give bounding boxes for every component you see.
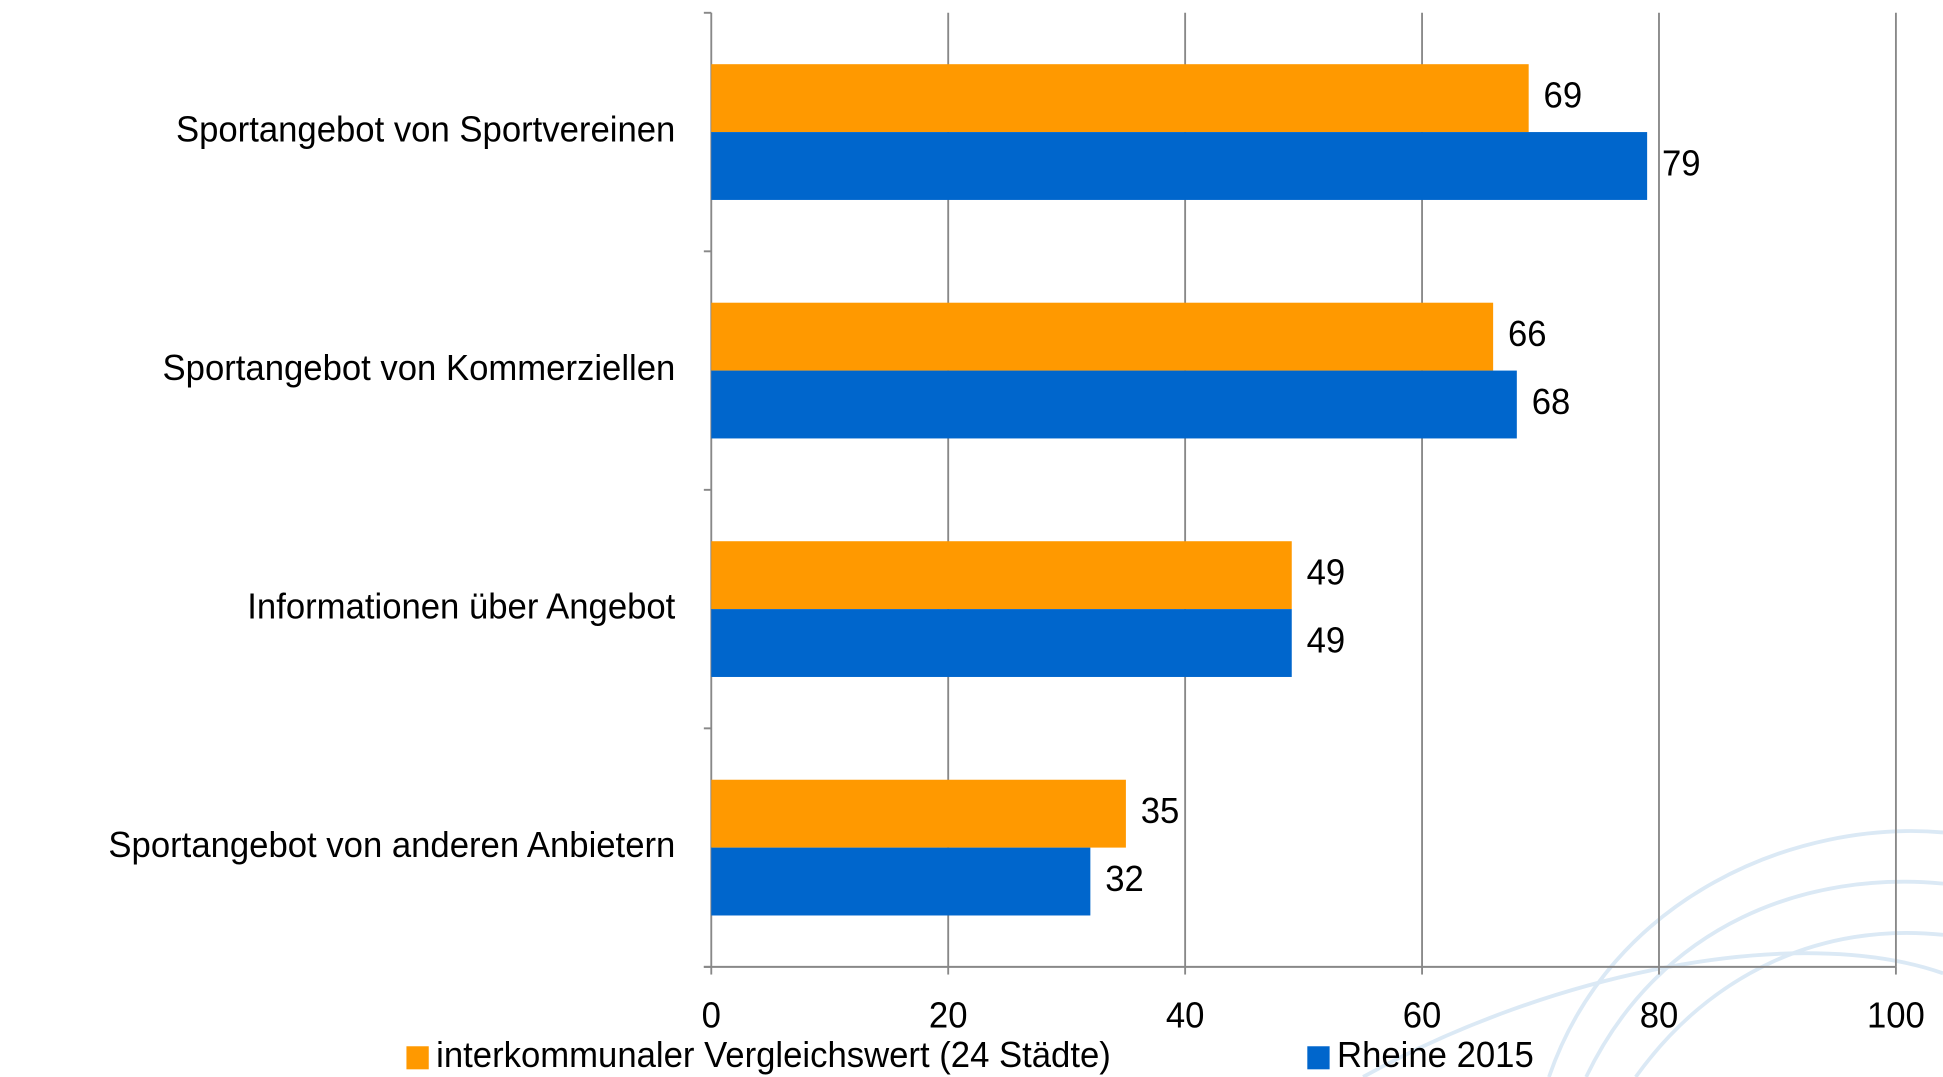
value-label: 66 bbox=[1508, 315, 1547, 355]
bar bbox=[711, 779, 1126, 848]
x-tick-label: 100 bbox=[1867, 996, 1925, 1036]
value-label: 35 bbox=[1141, 792, 1180, 832]
x-tick-label: 60 bbox=[1403, 996, 1442, 1036]
legend-label: interkommunaler Vergleichswert (24 Städt… bbox=[436, 1036, 1111, 1076]
category-label: Sportangebot von Kommerziellen bbox=[163, 349, 676, 389]
bar bbox=[711, 132, 1648, 200]
legend-swatch bbox=[406, 1046, 429, 1070]
value-label: 49 bbox=[1307, 621, 1346, 661]
x-tick-label: 0 bbox=[702, 996, 721, 1036]
bar bbox=[711, 609, 1292, 677]
bar bbox=[711, 370, 1517, 439]
value-label: 69 bbox=[1544, 76, 1583, 116]
x-tick-label: 80 bbox=[1640, 996, 1679, 1036]
bar bbox=[711, 541, 1292, 610]
value-label: 79 bbox=[1662, 144, 1701, 184]
value-label: 49 bbox=[1307, 553, 1346, 593]
bar bbox=[711, 64, 1529, 133]
category-label: Sportangebot von Sportvereinen bbox=[176, 110, 675, 150]
legend-swatch bbox=[1307, 1046, 1330, 1070]
value-label: 32 bbox=[1105, 860, 1144, 900]
bar bbox=[711, 302, 1494, 371]
bar bbox=[711, 847, 1091, 916]
category-label: Sportangebot von anderen Anbietern bbox=[108, 826, 675, 866]
x-tick-label: 40 bbox=[1166, 996, 1205, 1036]
x-tick-label: 20 bbox=[929, 996, 968, 1036]
value-label: 68 bbox=[1532, 382, 1571, 422]
legend-label: Rheine 2015 bbox=[1337, 1036, 1534, 1076]
category-label: Informationen über Angebot bbox=[247, 587, 675, 627]
